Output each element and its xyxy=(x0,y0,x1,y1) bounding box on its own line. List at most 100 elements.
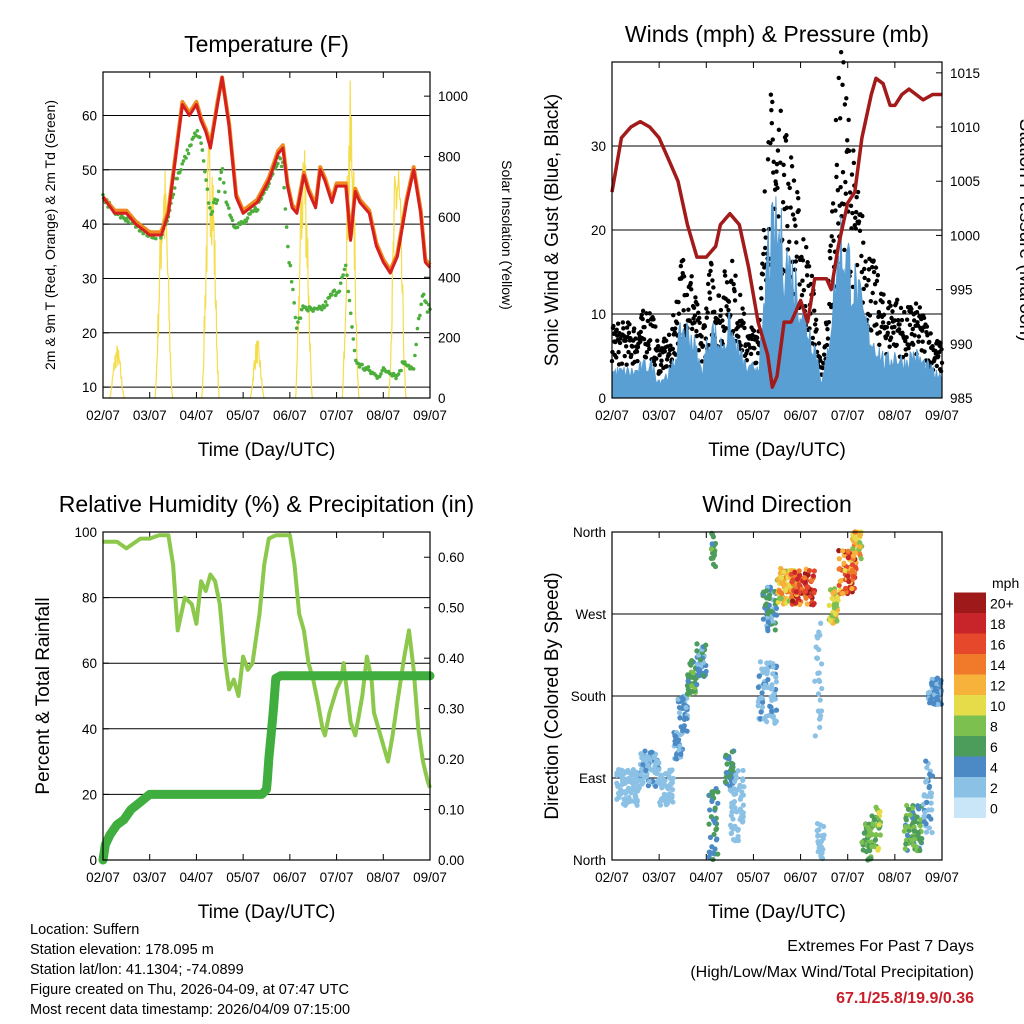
direction-point xyxy=(842,567,848,574)
winds-plot-area xyxy=(609,50,945,399)
gust-point xyxy=(825,336,831,341)
direction-point xyxy=(793,589,799,595)
gust-point xyxy=(752,346,757,351)
direction-point xyxy=(651,755,658,761)
direction-ytick-label: North xyxy=(573,525,606,540)
direction-point xyxy=(772,612,778,618)
direction-point xyxy=(707,834,714,841)
gust-point xyxy=(614,355,619,360)
gust-point xyxy=(781,172,787,178)
gust-point xyxy=(704,315,709,320)
direction-point xyxy=(904,802,910,809)
direction-point xyxy=(771,691,777,697)
direction-xtick-label: 03/07 xyxy=(642,870,676,885)
direction-point xyxy=(792,569,798,575)
dewpoint-point xyxy=(311,309,315,313)
direction-point xyxy=(816,708,822,714)
gust-point xyxy=(868,298,874,304)
gust-point xyxy=(872,282,878,287)
gust-point xyxy=(936,353,941,359)
direction-point xyxy=(868,856,874,862)
gust-point xyxy=(805,260,810,265)
gust-point xyxy=(641,337,647,342)
direction-point xyxy=(815,691,822,697)
dewpoint-point xyxy=(199,141,203,146)
temperature-ytick-label: 40 xyxy=(82,217,97,232)
gust-point xyxy=(775,185,780,191)
gust-point xyxy=(895,318,901,323)
direction-point xyxy=(715,789,721,795)
humidity-xtick-label: 07/07 xyxy=(320,870,354,885)
direction-point xyxy=(632,792,638,798)
winds-ytick-label: 0 xyxy=(598,391,606,406)
dewpoint-point xyxy=(201,159,206,163)
gust-point xyxy=(820,365,825,371)
dewpoint-point xyxy=(343,263,348,268)
direction-point xyxy=(728,760,734,766)
direction-point xyxy=(734,809,740,815)
direction-point xyxy=(769,618,775,624)
gust-point xyxy=(799,254,804,260)
gust-point xyxy=(655,338,660,343)
humidity-ytick-label: 100 xyxy=(74,525,97,540)
gust-point xyxy=(801,287,807,293)
direction-point xyxy=(832,588,838,595)
direction-point xyxy=(759,704,766,710)
dewpoint-point xyxy=(242,221,246,226)
extremes-title: Extremes For Past 7 Days xyxy=(787,938,974,955)
direction-point xyxy=(837,578,843,584)
gust-point xyxy=(887,299,892,305)
direction-point xyxy=(877,832,883,838)
direction-point xyxy=(694,641,700,647)
gust-point xyxy=(861,286,866,292)
gust-point xyxy=(904,335,909,340)
gust-point xyxy=(915,320,920,325)
direction-point xyxy=(782,587,789,594)
direction-point xyxy=(737,796,743,802)
direction-point xyxy=(727,783,733,789)
direction-point xyxy=(924,765,930,771)
direction-point xyxy=(696,666,702,673)
extremes-box: Extremes For Past 7 Days (High/Low/Max W… xyxy=(690,934,974,1012)
winds-y2tick-label: 990 xyxy=(950,337,973,352)
direction-point xyxy=(735,837,741,844)
dewpoint-point xyxy=(298,316,303,320)
gust-point xyxy=(857,228,863,234)
direction-point xyxy=(690,670,696,676)
temperature-xtick-label: 03/07 xyxy=(133,408,167,423)
direction-point xyxy=(739,809,745,815)
temp-9m-line xyxy=(101,75,432,273)
panel-temperature: Temperature (F) Time (Day/UTC) 2m & 9m T (… xyxy=(42,31,515,461)
direction-point xyxy=(917,847,923,854)
direction-point xyxy=(677,732,684,738)
direction-point xyxy=(781,569,787,575)
dewpoint-point xyxy=(180,162,185,166)
direction-point xyxy=(776,588,783,594)
temperature-xtick-label: 07/07 xyxy=(320,408,354,423)
winds-xtick-label: 03/07 xyxy=(642,408,676,423)
gust-point xyxy=(836,221,841,226)
direction-title: Wind Direction xyxy=(702,491,852,517)
gust-point xyxy=(874,322,879,327)
direction-point xyxy=(925,807,932,813)
direction-point xyxy=(818,620,824,626)
gust-point xyxy=(627,322,632,327)
dewpoint-point xyxy=(248,212,252,216)
dewpoint-point xyxy=(230,218,235,223)
humidity-y2tick-label: 0.10 xyxy=(438,803,464,818)
gust-point xyxy=(877,330,882,335)
gust-point xyxy=(654,356,659,361)
direction-point xyxy=(770,671,776,677)
gust-point xyxy=(667,352,672,357)
direction-point xyxy=(906,827,912,834)
gust-point xyxy=(794,240,799,245)
gust-point xyxy=(762,265,767,270)
gust-point xyxy=(738,343,743,348)
gust-point xyxy=(874,278,880,284)
direction-point xyxy=(829,595,835,601)
gust-point xyxy=(810,335,816,341)
gust-point xyxy=(694,328,699,334)
winds-y2tick-label: 1005 xyxy=(950,174,980,189)
winds-ylabel: Sonic Wind & Gust (Blue, Black) xyxy=(542,94,563,366)
solar-insolation-line xyxy=(108,345,126,399)
